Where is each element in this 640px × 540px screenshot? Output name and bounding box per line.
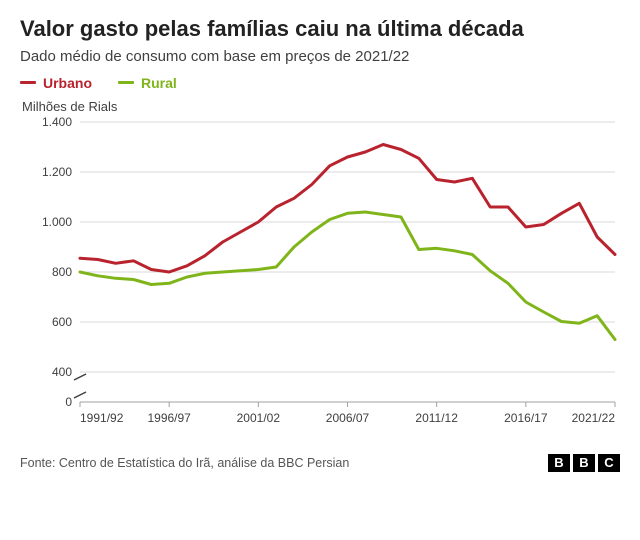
- line-chart: 0 400 600 800 1.000 1.200 1.400 1991/92 1996/97 2…: [20, 116, 620, 446]
- svg-text:800: 800: [52, 265, 72, 279]
- svg-text:400: 400: [52, 365, 72, 379]
- svg-text:1.000: 1.000: [42, 215, 72, 229]
- svg-text:1996/97: 1996/97: [147, 411, 191, 425]
- svg-text:2011/12: 2011/12: [415, 411, 458, 425]
- bbc-logo-box: C: [598, 454, 620, 472]
- legend-label: Urbano: [43, 75, 92, 91]
- svg-text:2016/17: 2016/17: [504, 411, 548, 425]
- chart-title: Valor gasto pelas famílias caiu na últim…: [20, 16, 620, 42]
- chart-subtitle: Dado médio de consumo com base em preços…: [20, 48, 620, 65]
- svg-text:2006/07: 2006/07: [326, 411, 370, 425]
- bbc-logo-box: B: [573, 454, 595, 472]
- svg-text:1991/92: 1991/92: [80, 411, 124, 425]
- legend-label: Rural: [141, 75, 177, 91]
- source-text: Fonte: Centro de Estatística do Irã, aná…: [20, 456, 349, 470]
- bbc-logo: BBC: [548, 454, 620, 472]
- legend-item: Rural: [118, 75, 177, 91]
- legend: Urbano Rural: [20, 75, 620, 91]
- svg-text:1.200: 1.200: [42, 165, 72, 179]
- svg-text:600: 600: [52, 315, 72, 329]
- svg-text:0: 0: [65, 395, 72, 409]
- svg-text:2021/22: 2021/22: [572, 411, 616, 425]
- y-axis-title: Milhões de Rials: [22, 99, 620, 114]
- legend-item: Urbano: [20, 75, 92, 91]
- bbc-logo-box: B: [548, 454, 570, 472]
- svg-text:2001/02: 2001/02: [237, 411, 281, 425]
- legend-swatch: [20, 81, 36, 84]
- svg-text:1.400: 1.400: [42, 116, 72, 129]
- legend-swatch: [118, 81, 134, 84]
